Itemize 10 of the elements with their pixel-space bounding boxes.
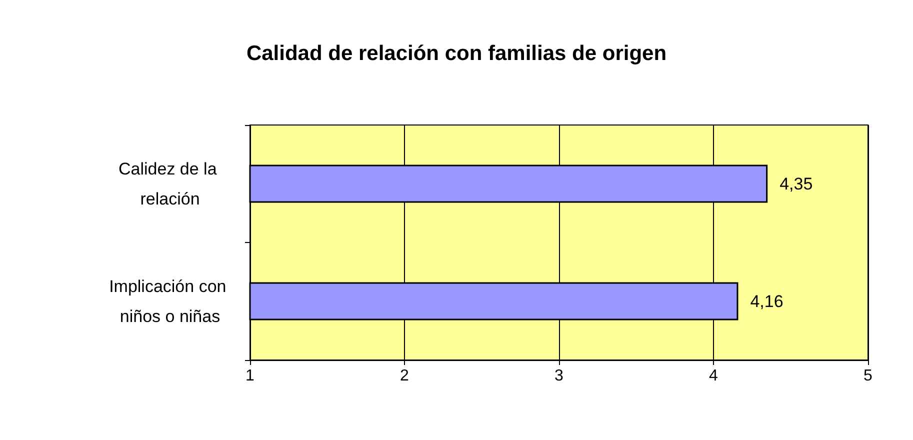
- x-tick-label: 3: [554, 368, 564, 384]
- y-tick-label: Calidez de la relación: [118, 159, 222, 208]
- data-label: 4,35: [780, 174, 813, 194]
- y-tick-label: Implicación con niños o niñas: [109, 276, 231, 326]
- x-tick-label: 2: [400, 368, 410, 384]
- x-tick-label: 1: [246, 368, 255, 384]
- chart-title: Calidad de relación con familias de origen: [246, 42, 667, 65]
- x-tick-label: 5: [864, 368, 873, 384]
- x-tick-label: 4: [709, 368, 718, 384]
- data-label: 4,16: [750, 292, 784, 311]
